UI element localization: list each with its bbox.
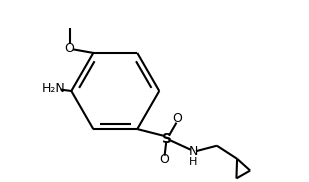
Text: H₂N: H₂N [42, 82, 66, 95]
Text: N: N [188, 145, 198, 158]
Text: O: O [65, 42, 74, 55]
Text: O: O [160, 153, 170, 167]
Text: H: H [189, 157, 197, 167]
Text: S: S [162, 132, 172, 146]
Text: O: O [173, 112, 183, 125]
